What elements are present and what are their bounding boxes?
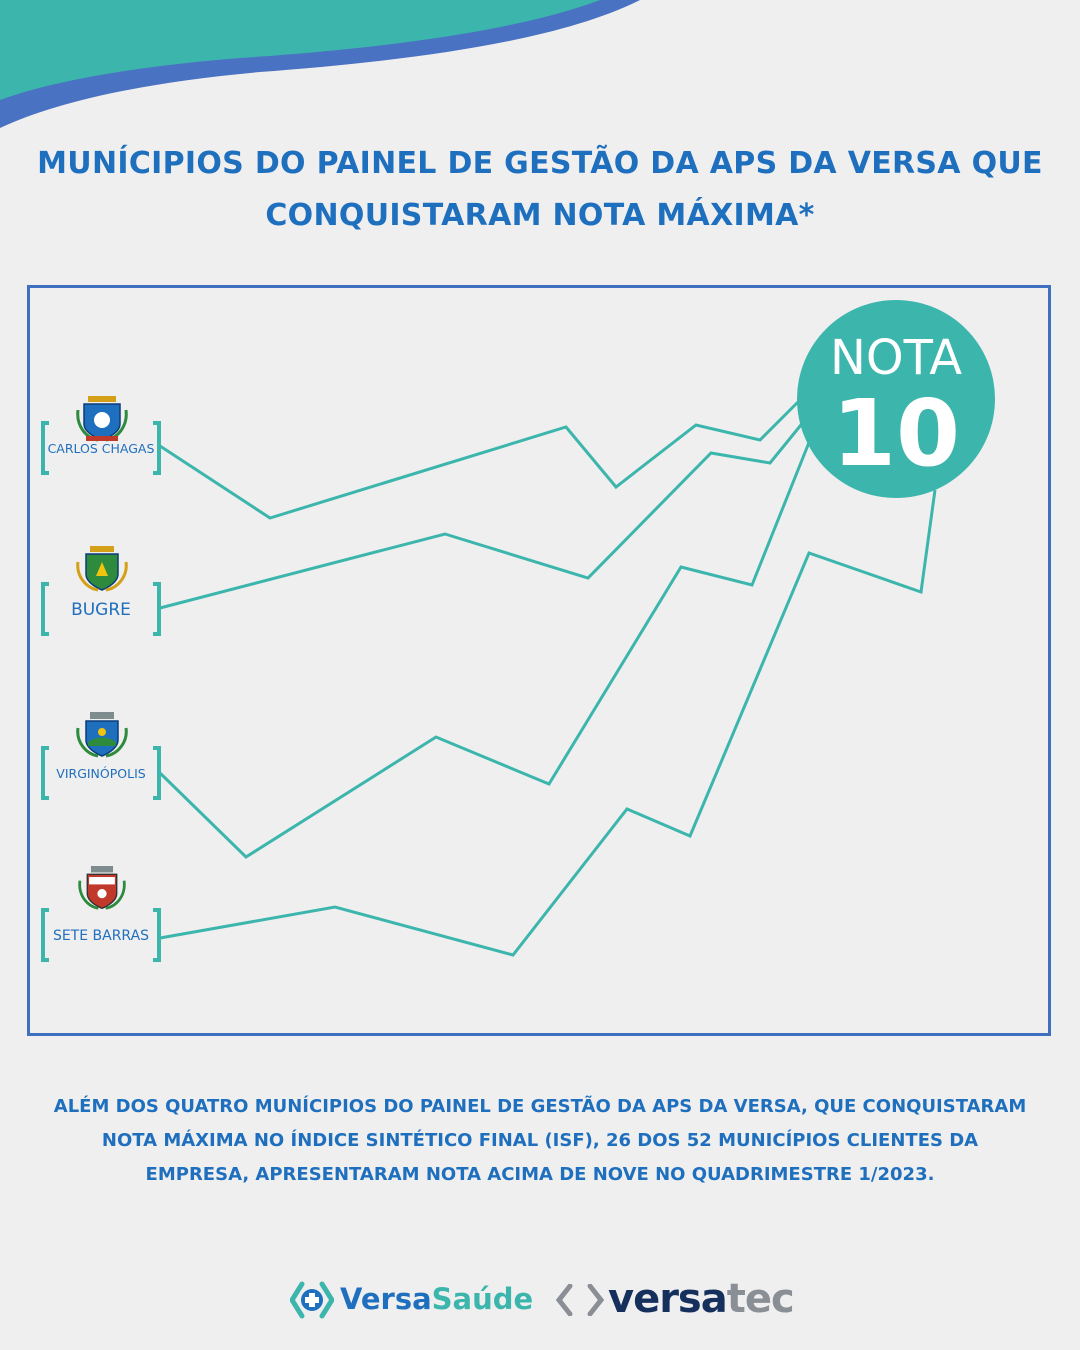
municipality-name: BUGRE <box>71 600 131 620</box>
carlos-chagas-crest-icon <box>76 396 128 442</box>
footer-logos: VersaSaúde versatec <box>0 1270 1080 1330</box>
footer-note: ALÉM DOS QUATRO MUNÍCIPIOS DO PAINEL DE … <box>0 1090 1080 1192</box>
footer-line-1: ALÉM DOS QUATRO MUNÍCIPIOS DO PAINEL DE … <box>53 1096 1027 1117</box>
nota-10-badge: NOTA 10 <box>797 300 995 498</box>
footer-line-3: EMPRESA, APRESENTARAM NOTA ACIMA DE NOVE… <box>145 1164 935 1185</box>
sete-barras-crest-icon <box>78 866 126 910</box>
header-wave-decoration <box>0 0 640 128</box>
municipality-carlos-chagas: CARLOS CHAGAS <box>41 421 161 475</box>
trend-line-virginopolis <box>158 439 812 859</box>
trend-line-carlos-chagas <box>159 398 802 520</box>
bracket-right <box>153 908 161 962</box>
municipality-name: VIRGINÓPOLIS <box>56 766 146 781</box>
badge-score: 10 <box>831 380 961 487</box>
trend-line-sete-barras <box>159 489 937 957</box>
bugre-crest-icon <box>76 546 128 592</box>
municipality-bugre: BUGRE <box>41 582 161 636</box>
virginopolis-crest-icon <box>76 712 128 758</box>
chart-frame <box>27 285 1051 1036</box>
bracket-right <box>153 746 161 800</box>
bracket-left <box>41 746 49 800</box>
bracket-left <box>41 908 49 962</box>
municipality-virginopolis: VIRGINÓPOLIS <box>41 746 161 800</box>
bracket-right <box>153 421 161 475</box>
bracket-right <box>153 582 161 636</box>
trend-line-bugre <box>159 419 807 610</box>
badge-label: NOTA <box>829 330 963 386</box>
versasaude-wordmark: VersaSaúde <box>340 1282 534 1316</box>
municipality-name: SETE BARRAS <box>52 928 150 944</box>
page-title: MUNÍCIPIOS DO PAINEL DE GESTÃO DA APS DA… <box>0 138 1080 242</box>
versasaude-cross-icon <box>290 1281 334 1319</box>
title-line-1: MUNÍCIPIOS DO PAINEL DE GESTÃO DA APS DA… <box>37 146 1043 181</box>
bracket-left <box>41 421 49 475</box>
bracket-left <box>41 582 49 636</box>
versatec-chevrons-icon <box>556 1284 604 1316</box>
municipality-name: CARLOS CHAGAS <box>47 441 155 456</box>
title-line-2: CONQUISTARAM NOTA MÁXIMA* <box>265 198 815 233</box>
footer-line-2: NOTA MÁXIMA NO ÍNDICE SINTÉTICO FINAL (I… <box>101 1130 979 1151</box>
versatec-wordmark: versatec <box>608 1276 795 1322</box>
municipality-sete-barras: SETE BARRAS <box>41 908 161 962</box>
